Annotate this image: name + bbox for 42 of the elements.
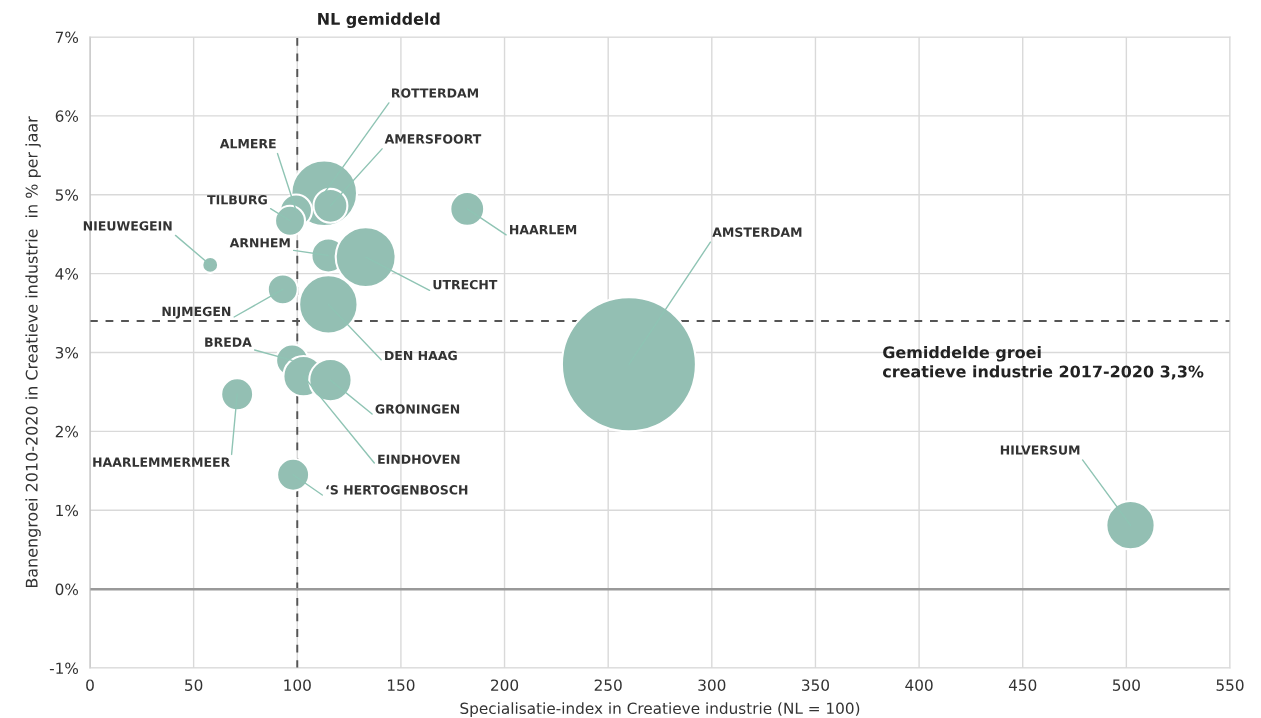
annotation: TILBURG <box>207 195 267 205</box>
x-tick-label: 200 <box>491 679 519 691</box>
annotation: ALMERE <box>219 139 276 149</box>
x-axis-title: Specialisatie-index in Creatieve industrie (NL = 100) <box>460 702 860 718</box>
annotation: AMSTERDAM <box>712 227 802 237</box>
y-tick-label: 3% <box>55 346 79 359</box>
y-tick-label: 6% <box>55 110 79 122</box>
x-tick-label: 350 <box>802 679 830 691</box>
x-tick-label: 550 <box>1216 679 1244 691</box>
y-axis-title: Banengroei 2010-2020 in Creatieve industrie in % per jaar <box>25 116 41 588</box>
annotation: EINDHOVEN <box>378 454 460 465</box>
ref-line-label: Gemiddelde groei creatieve industrie 2017-2020 3,3% <box>882 345 1204 380</box>
y-tick-label: 2% <box>55 425 79 438</box>
annotation: UTRECHT <box>433 279 498 290</box>
y-tick-label: -1% <box>49 662 79 675</box>
annotation: NIEUWEGEIN <box>83 221 172 231</box>
annotation: GRONINGEN <box>375 404 460 414</box>
y-tick-label: 7% <box>55 31 79 44</box>
annotation: ROTTERDAM <box>392 88 478 98</box>
annotation: NIJMEGEN <box>162 306 231 319</box>
x-tick-label: 450 <box>1008 679 1037 691</box>
x-tick-label: 100 <box>284 679 311 691</box>
x-tick-label: 400 <box>905 679 933 691</box>
annotation: BREDA <box>205 337 252 347</box>
annotation: HAARLEM <box>510 225 577 235</box>
x-tick-label: 250 <box>594 679 622 691</box>
annotation: ARNHEM <box>229 238 290 248</box>
x-tick-label: 500 <box>1112 679 1140 691</box>
x-tick-label: 50 <box>185 679 203 691</box>
annotation: DEN HAAG <box>385 350 457 361</box>
y-tick-label: 1% <box>56 504 79 517</box>
x-tick-label: 0 <box>86 679 94 691</box>
x-tick-label: 300 <box>698 679 726 691</box>
y-tick-label: 5% <box>55 189 79 201</box>
annotation: HAARLEMMERMEER <box>93 457 230 467</box>
annotation: ‘S HERTOGENBOSCH <box>326 485 468 495</box>
ref-line-label: NL gemiddeld <box>318 12 440 29</box>
annotation: AMERSFOORT <box>384 134 482 144</box>
x-tick-label: 150 <box>388 679 415 691</box>
annotation: HILVERSUM <box>1000 445 1080 455</box>
y-tick-label: 0% <box>55 583 79 596</box>
y-tick-label: 4% <box>55 268 79 280</box>
